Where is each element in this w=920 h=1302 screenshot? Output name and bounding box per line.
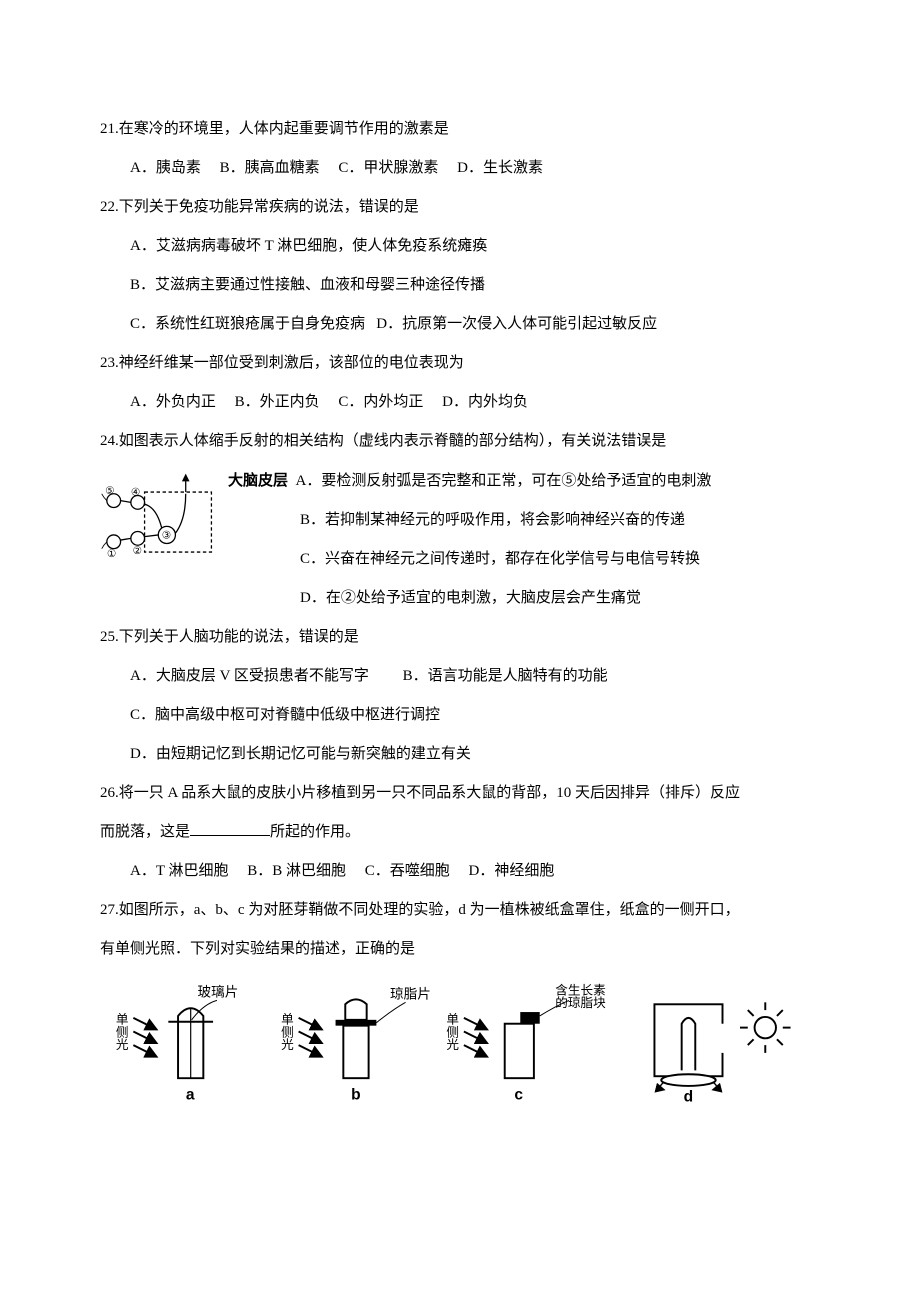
q27-diagram: 单侧光 玻璃片 a 单侧光 (100, 969, 820, 1135)
panel-c: 单侧光 c 含生长素的琼脂块 (446, 983, 606, 1104)
q24-opt-d: D．在②处给予适宜的电刺激，大脑皮层会产生痛觉 (228, 579, 820, 618)
q26-stem-a: 26.将一只 A 品系大鼠的皮肤小片移植到另一只不同品系大鼠的背部，10 天后因… (100, 774, 820, 813)
q25-opt-b: B．语言功能是人脑特有的功能 (403, 668, 608, 684)
q25-stem: 25.下列关于人脑功能的说法，错误的是 (100, 618, 820, 657)
q26-opt-a: A．T 淋巴细胞 (130, 863, 228, 879)
blank-fill (190, 820, 270, 836)
svg-text:④: ④ (131, 488, 140, 499)
q22-opt-b: B．艾滋病主要通过性接触、血液和母婴三种途径传播 (100, 266, 820, 305)
q21-stem: 21.在寒冷的环境里，人体内起重要调节作用的激素是 (100, 110, 820, 149)
q24-block: ⑤ ④ ③ ② ① (100, 461, 820, 618)
light-label-a: 单侧光 (116, 1013, 129, 1052)
q23-opt-b: B．外正内负 (235, 394, 320, 410)
q26-options: A．T 淋巴细胞 B．B 淋巴细胞 C．吞噬细胞 D．神经细胞 (100, 852, 820, 891)
svg-text:③: ③ (162, 530, 171, 541)
q25-ab: A．大脑皮层 V 区受损患者不能写字 B．语言功能是人脑特有的功能 (100, 657, 820, 696)
panel-label-c: c (514, 1087, 523, 1104)
q24-line-a: 大脑皮层 A．要检测反射弧是否完整和正常，可在⑤处给予适宜的电刺激 (228, 461, 820, 501)
q21-opt-a: A．胰岛素 (130, 160, 201, 176)
light-label-b: 单侧光 (281, 1013, 294, 1052)
panel-a: 单侧光 玻璃片 a (116, 984, 239, 1104)
q26-opt-b: B．B 淋巴细胞 (247, 863, 346, 879)
q24-diagram: ⑤ ④ ③ ② ① (100, 461, 220, 588)
q25-opt-d: D．由短期记忆到长期记忆可能与新突触的建立有关 (100, 735, 820, 774)
q21-opt-c: C．甲状腺激素 (338, 160, 438, 176)
q22-opt-c: C．系统性红斑狼疮属于自身免疫病 (130, 316, 365, 332)
panel-d: d (654, 1002, 790, 1105)
q26-stem-b-prefix: 而脱落，这是 (100, 824, 190, 840)
q26-opt-d: D．神经细胞 (469, 863, 555, 879)
panel-label-b: b (351, 1087, 360, 1104)
brain-label: 大脑皮层 (228, 472, 288, 489)
panel-label-a: a (186, 1087, 195, 1104)
q22-stem: 22.下列关于免疫功能异常疾病的说法，错误的是 (100, 188, 820, 227)
svg-text:①: ① (107, 549, 116, 560)
q26-stem-b-suffix: 所起的作用。 (270, 824, 360, 840)
q22-cd: C．系统性红斑狼疮属于自身免疫病 D．抗原第一次侵入人体可能引起过敏反应 (100, 305, 820, 344)
q22-opt-a: A．艾滋病病毒破坏 T 淋巴细胞，使人体免疫系统瘫痪 (100, 227, 820, 266)
q24-stem: 24.如图表示人体缩手反射的相关结构（虚线内表示脊髓的部分结构），有关说法错误是 (100, 422, 820, 461)
agar-block-label: 含生长素的琼脂块 (555, 983, 606, 1011)
exam-page: 21.在寒冷的环境里，人体内起重要调节作用的激素是 A．胰岛素 B．胰高血糖素 … (0, 0, 920, 1175)
q22-opt-d: D．抗原第一次侵入人体可能引起过敏反应 (376, 316, 657, 332)
q23-stem: 23.神经纤维某一部位受到刺激后，该部位的电位表现为 (100, 344, 820, 383)
svg-text:②: ② (133, 546, 142, 557)
q21-opt-d: D．生长激素 (457, 160, 543, 176)
q23-opt-a: A．外负内正 (130, 394, 216, 410)
q24-opt-b: B．若抑制某神经元的呼吸作用，将会影响神经兴奋的传递 (228, 501, 820, 540)
agar-sheet-label: 琼脂片 (390, 986, 431, 1001)
panel-label-d: d (684, 1089, 694, 1106)
q24-opt-c: C．兴奋在神经元之间传递时，都存在化学信号与电信号转换 (228, 540, 820, 579)
coleoptile-experiment-diagram: 单侧光 玻璃片 a 单侧光 (110, 979, 810, 1119)
reflex-arc-diagram: ⑤ ④ ③ ② ① (100, 467, 220, 572)
q27-stem-b: 有单侧光照．下列对实验结果的描述，正确的是 (100, 930, 820, 969)
q23-opt-c: C．内外均正 (338, 394, 423, 410)
q24-options: 大脑皮层 A．要检测反射弧是否完整和正常，可在⑤处给予适宜的电刺激 B．若抑制某… (228, 461, 820, 618)
glass-label: 玻璃片 (198, 984, 239, 1000)
light-label-c: 单侧光 (446, 1013, 459, 1052)
q21-opt-b: B．胰高血糖素 (220, 160, 320, 176)
q25-opt-a: A．大脑皮层 V 区受损患者不能写字 (130, 668, 369, 684)
q23-options: A．外负内正 B．外正内负 C．内外均正 D．内外均负 (100, 383, 820, 422)
q26-opt-c: C．吞噬细胞 (365, 863, 450, 879)
q23-opt-d: D．内外均负 (442, 394, 528, 410)
svg-text:⑤: ⑤ (105, 486, 114, 497)
q21-options: A．胰岛素 B．胰高血糖素 C．甲状腺激素 D．生长激素 (100, 149, 820, 188)
q25-opt-c: C．脑中高级中枢可对脊髓中低级中枢进行调控 (100, 696, 820, 735)
q24-opt-a: A．要检测反射弧是否完整和正常，可在⑤处给予适宜的电刺激 (296, 473, 712, 489)
panel-b: 单侧光 b 琼脂片 (281, 986, 431, 1103)
q26-stem-b: 而脱落，这是 所起的作用。 (100, 813, 820, 852)
q27-stem-a: 27.如图所示，a、b、c 为对胚芽鞘做不同处理的实验，d 为一植株被纸盒罩住，… (100, 891, 820, 930)
